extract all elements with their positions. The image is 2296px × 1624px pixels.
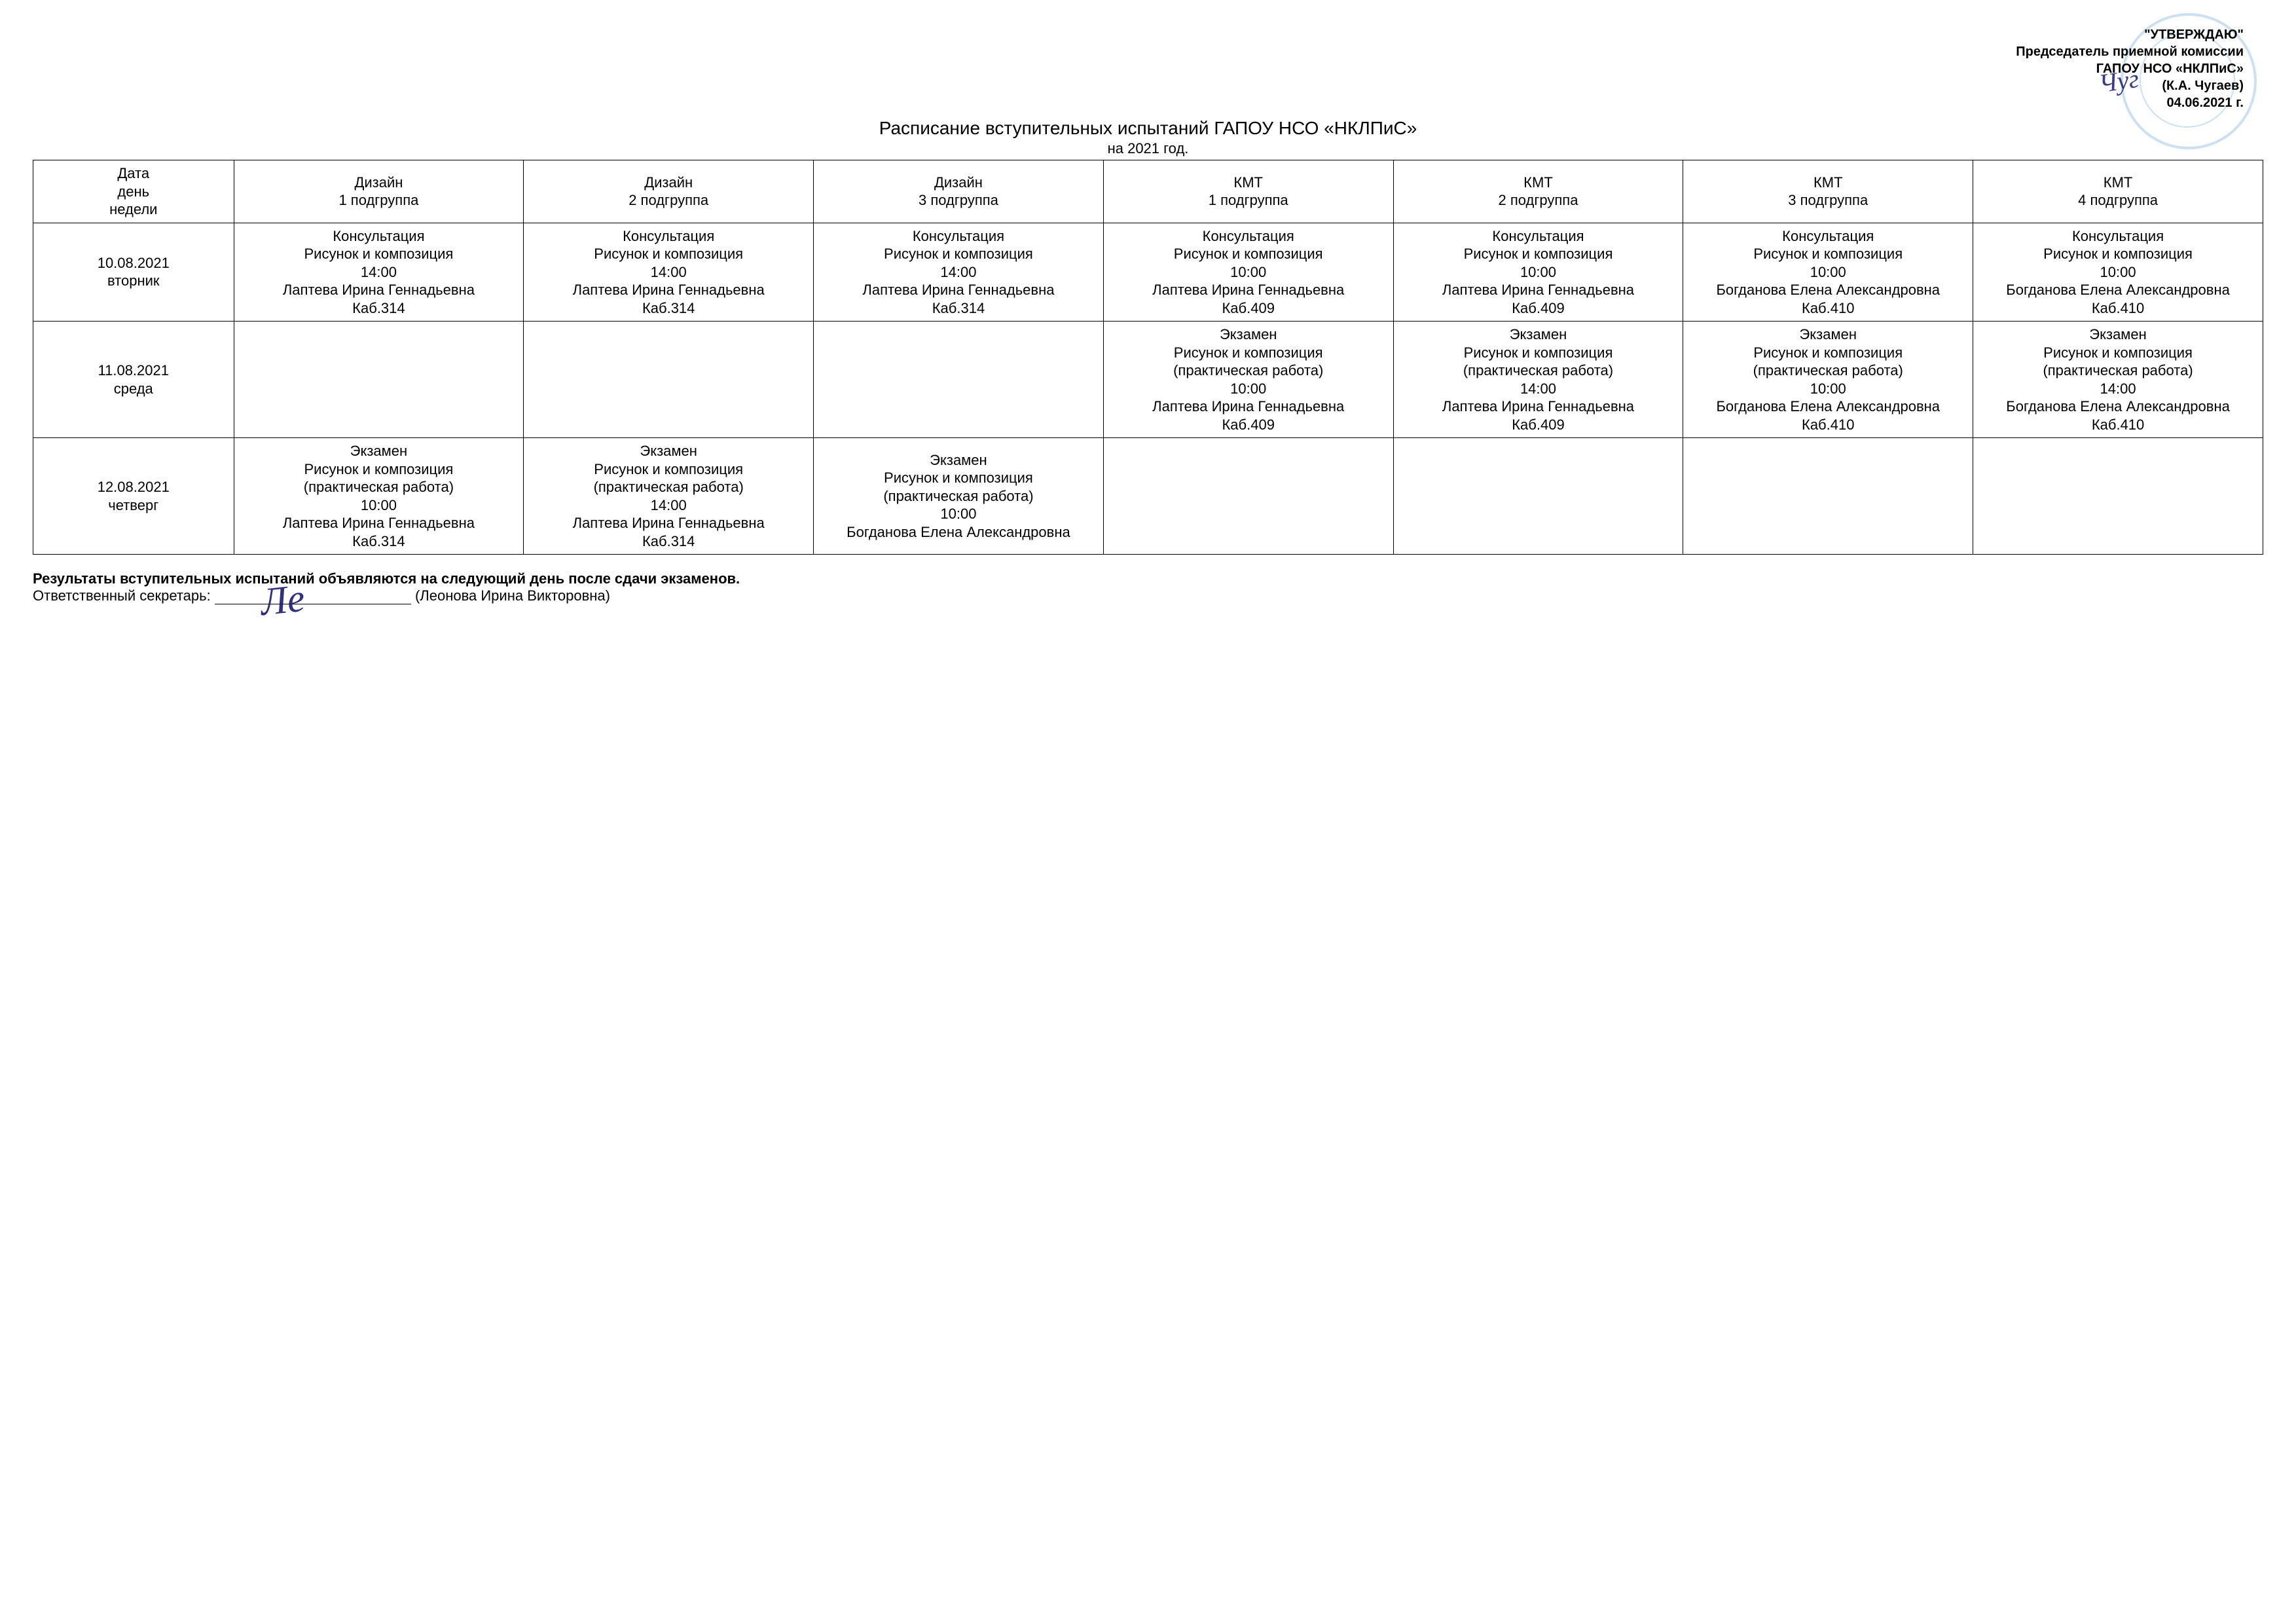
approval-line2: Председатель приемной комиссии [2016, 43, 2244, 60]
date-cell: 10.08.2021 вторник [33, 223, 234, 322]
table-row: 12.08.2021 четверг Экзамен Рисунок и ком… [33, 438, 2263, 555]
cell [814, 322, 1104, 438]
header-col-1: Дизайн 2 подгруппа [524, 160, 814, 223]
cell: Экзамен Рисунок и композиция (практическ… [524, 438, 814, 555]
header-col-6: КМТ 4 подгруппа [1973, 160, 2263, 223]
cell: Консультация Рисунок и композиция 14:00 … [234, 223, 524, 322]
cell [1973, 438, 2263, 555]
header-col-2: Дизайн 3 подгруппа [814, 160, 1104, 223]
header-row: Дата день недели Дизайн 1 подгруппа Диза… [33, 160, 2263, 223]
approval-line5: 04.06.2021 г. [2016, 94, 2244, 111]
secretary-signature: Ле [258, 576, 306, 625]
cell: Консультация Рисунок и композиция 10:00 … [1393, 223, 1683, 322]
cell: Консультация Рисунок и композиция 10:00 … [1683, 223, 1973, 322]
cell: Консультация Рисунок и композиция 10:00 … [1103, 223, 1393, 322]
schedule-table: Дата день недели Дизайн 1 подгруппа Диза… [33, 160, 2263, 555]
date-cell: 11.08.2021 среда [33, 322, 234, 438]
cell: Консультация Рисунок и композиция 14:00 … [524, 223, 814, 322]
page-subtitle: на 2021 год. [33, 140, 2263, 157]
cell: Экзамен Рисунок и композиция (практическ… [1973, 322, 2263, 438]
date-cell: 12.08.2021 четверг [33, 438, 234, 555]
header-col-5: КМТ 3 подгруппа [1683, 160, 1973, 223]
header-col-3: КМТ 1 подгруппа [1103, 160, 1393, 223]
cell: Экзамен Рисунок и композиция (практическ… [1103, 322, 1393, 438]
cell [1683, 438, 1973, 555]
cell [1393, 438, 1683, 555]
secretary-line: Ответственный секретарь: Ле (Леонова Ири… [33, 587, 2263, 604]
cell: Экзамен Рисунок и композиция (практическ… [814, 438, 1104, 555]
director-signature: Чуг [2097, 63, 2141, 99]
footer: Результаты вступительных испытаний объяв… [33, 570, 2263, 604]
table-row: 10.08.2021 вторник Консультация Рисунок … [33, 223, 2263, 322]
cell: Экзамен Рисунок и композиция (практическ… [1683, 322, 1973, 438]
secretary-name: (Леонова Ирина Викторовна) [415, 587, 610, 604]
cell [234, 322, 524, 438]
header-col-0: Дизайн 1 подгруппа [234, 160, 524, 223]
approval-line1: "УТВЕРЖДАЮ" [2016, 26, 2244, 43]
cell: Экзамен Рисунок и композиция (практическ… [234, 438, 524, 555]
table-body: 10.08.2021 вторник Консультация Рисунок … [33, 223, 2263, 555]
cell [524, 322, 814, 438]
cell [1103, 438, 1393, 555]
footer-note: Результаты вступительных испытаний объяв… [33, 570, 2263, 587]
cell: Консультация Рисунок и композиция 10:00 … [1973, 223, 2263, 322]
page-title: Расписание вступительных испытаний ГАПОУ… [33, 118, 2263, 139]
cell: Консультация Рисунок и композиция 14:00 … [814, 223, 1104, 322]
header-date: Дата день недели [33, 160, 234, 223]
cell: Экзамен Рисунок и композиция (практическ… [1393, 322, 1683, 438]
table-row: 11.08.2021 среда Экзамен Рисунок и компо… [33, 322, 2263, 438]
header-col-4: КМТ 2 подгруппа [1393, 160, 1683, 223]
secretary-label: Ответственный секретарь: [33, 587, 211, 604]
